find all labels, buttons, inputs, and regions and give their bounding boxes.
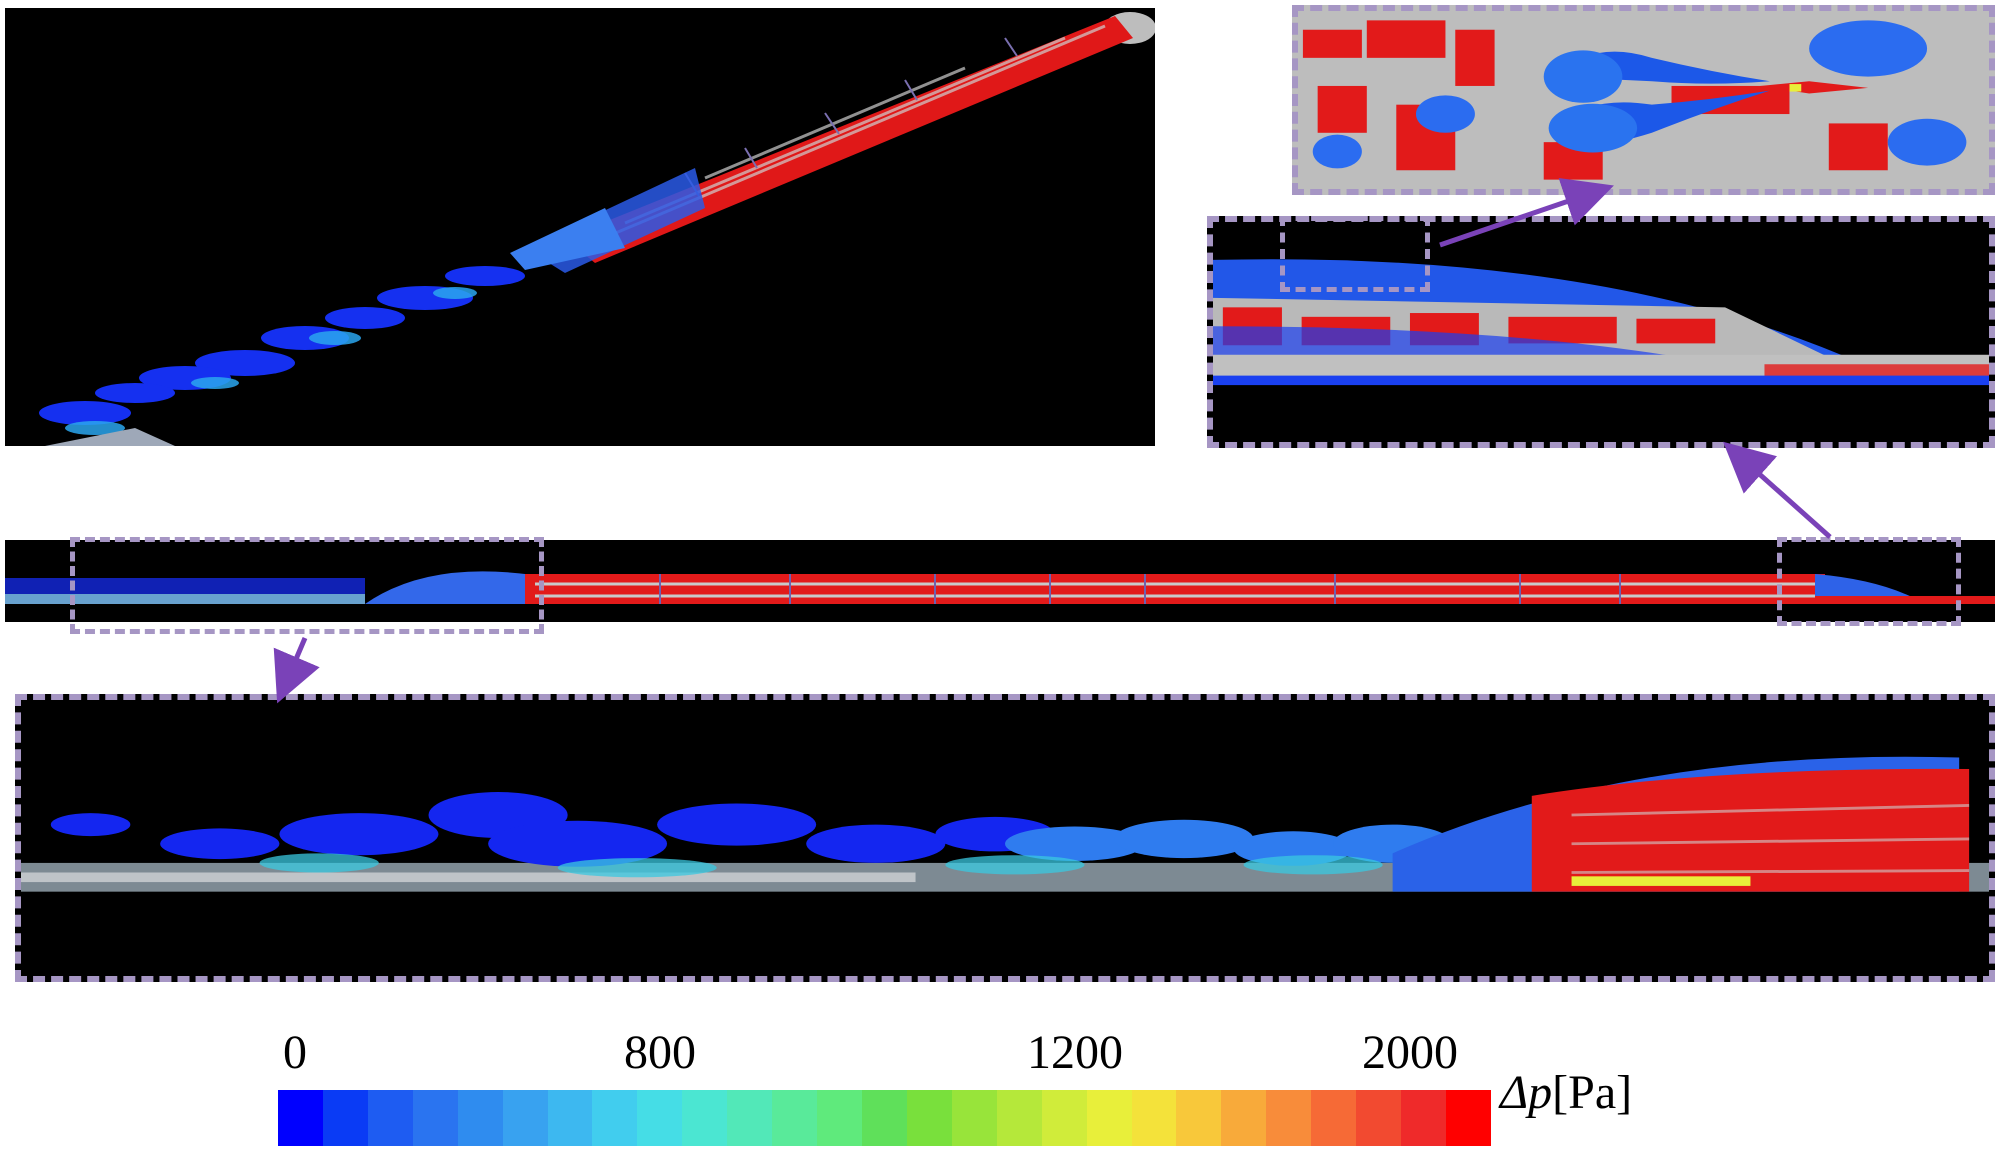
pressure-colorbar [278,1090,1491,1146]
nose-zoom-render [1213,259,1989,386]
colorbar-tick-1200: 1200 [1027,1026,1123,1079]
colorbar-segment [906,1090,952,1146]
perspective-train-render [39,12,1155,446]
colorbar-segment [457,1090,503,1146]
colorbar-segment [637,1090,683,1146]
colorbar-segment [592,1090,638,1146]
colorbar-segment [1131,1090,1177,1146]
arrow-nose-to-zoom [1723,441,1832,539]
tail-zoom-render [21,756,1989,892]
pressure-unit: [Pa] [1552,1066,1633,1119]
colorbar-segment [951,1090,997,1146]
colorbar-tick-0: 0 [283,1026,307,1079]
colorbar-segment [1041,1090,1087,1146]
colorbar-unit-label: Δp[Pa] [1500,1065,1632,1120]
colorbar-segment [1176,1090,1222,1146]
colorbar-segment [1401,1090,1446,1146]
pressure-symbol: Δp [1500,1066,1553,1119]
colorbar-segment [1086,1090,1132,1146]
colorbar-segment [1445,1090,1491,1146]
detail-highlight-box [1280,216,1430,292]
colorbar-segment [278,1090,323,1146]
colorbar-segment [996,1090,1042,1146]
colorbar-segment [682,1090,728,1146]
detail-zoom-render [1302,20,1967,180]
colorbar-segment [727,1090,773,1146]
colorbar-segment [502,1090,548,1146]
perspective-view-panel [5,8,1155,446]
colorbar-segment [1356,1090,1402,1146]
colorbar-segment [322,1090,368,1146]
arrow-tail-to-zoom [273,637,320,704]
tail-highlight-box [70,537,544,634]
tail-zoom-panel [15,694,1995,982]
detail-zoom-panel [1292,5,1995,195]
colorbar-segment [861,1090,907,1146]
side-view-panel [5,540,1995,622]
colorbar-segment [547,1090,593,1146]
nose-highlight-box [1777,537,1961,626]
colorbar-tick-2000: 2000 [1362,1026,1458,1079]
side-view-train-render [5,571,1995,604]
colorbar-segment [412,1090,458,1146]
colorbar-segment [817,1090,862,1146]
colorbar-segment [1311,1090,1357,1146]
colorbar-segment [772,1090,818,1146]
colorbar-segment [1221,1090,1267,1146]
colorbar-segment [367,1090,413,1146]
colorbar-segment [1266,1090,1312,1146]
colorbar-tick-800: 800 [624,1026,696,1079]
